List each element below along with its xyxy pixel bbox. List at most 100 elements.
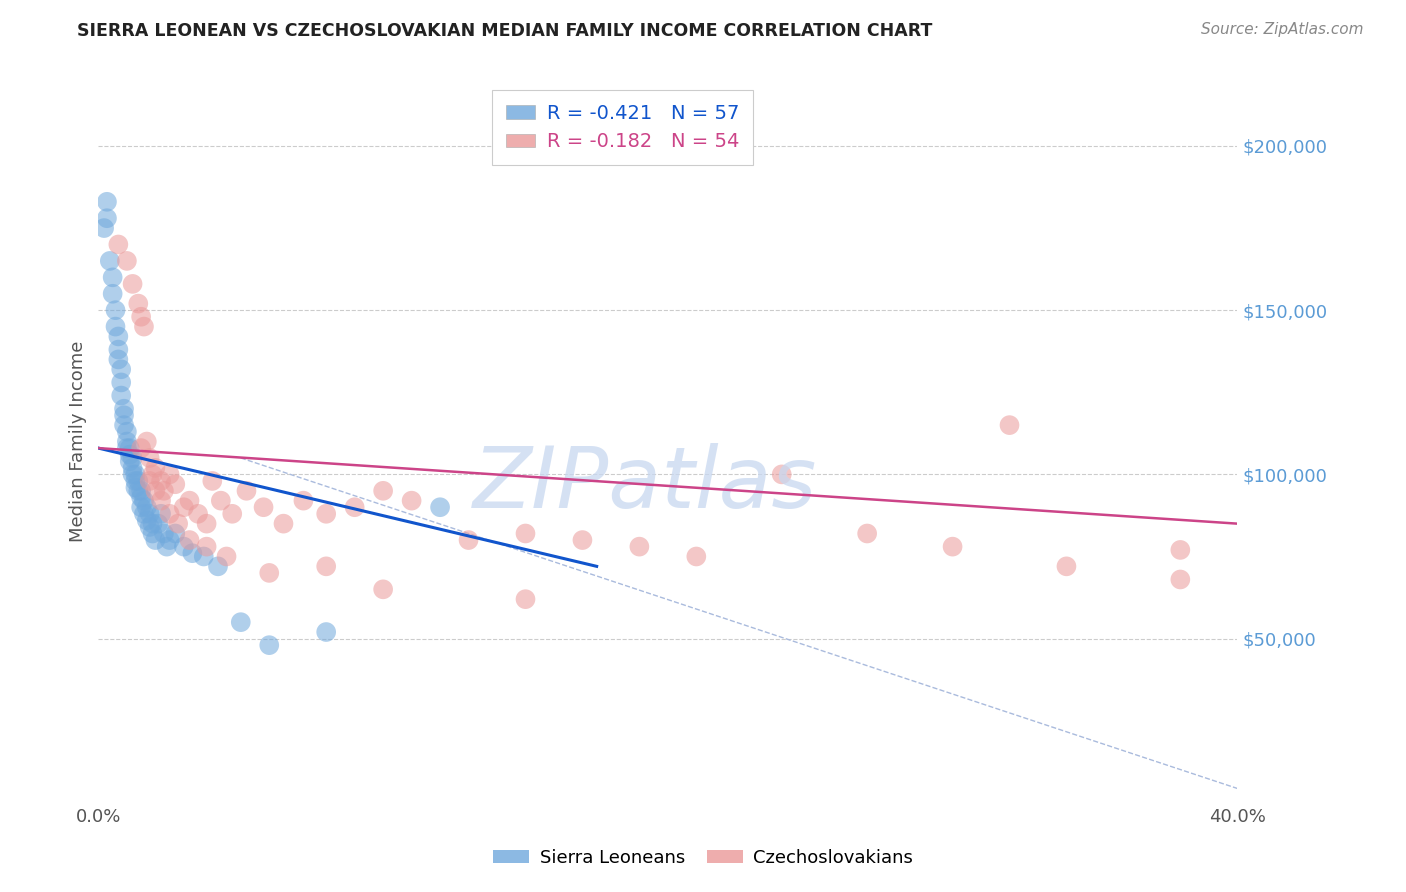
Point	[124, 481, 146, 495]
Point	[129, 310, 152, 324]
Point	[150, 493, 173, 508]
Point	[159, 533, 181, 547]
Point	[515, 592, 537, 607]
Point	[132, 493, 155, 508]
Point	[145, 533, 167, 547]
Point	[107, 237, 129, 252]
Point	[132, 319, 155, 334]
Point	[112, 401, 135, 416]
Point	[141, 526, 163, 541]
Point	[101, 270, 124, 285]
Point	[628, 540, 651, 554]
Point	[96, 194, 118, 209]
Point	[121, 460, 143, 475]
Point	[373, 483, 395, 498]
Point	[159, 467, 181, 482]
Y-axis label: Median Family Income: Median Family Income	[69, 341, 87, 542]
Point	[165, 477, 187, 491]
Text: SIERRA LEONEAN VS CZECHOSLOVAKIAN MEDIAN FAMILY INCOME CORRELATION CHART: SIERRA LEONEAN VS CZECHOSLOVAKIAN MEDIAN…	[77, 22, 932, 40]
Legend: Sierra Leoneans, Czechoslovakians: Sierra Leoneans, Czechoslovakians	[485, 842, 921, 874]
Point	[153, 526, 176, 541]
Point	[235, 483, 257, 498]
Point	[98, 253, 121, 268]
Point	[138, 474, 160, 488]
Point	[104, 319, 127, 334]
Point	[129, 491, 152, 505]
Point	[138, 450, 160, 465]
Point	[129, 483, 152, 498]
Point	[138, 520, 160, 534]
Point	[121, 277, 143, 291]
Point	[121, 467, 143, 482]
Point	[209, 493, 232, 508]
Point	[127, 474, 149, 488]
Point	[135, 500, 157, 515]
Point	[942, 540, 965, 554]
Point	[118, 448, 141, 462]
Point	[165, 526, 187, 541]
Point	[110, 388, 132, 402]
Point	[104, 303, 127, 318]
Point	[179, 493, 201, 508]
Point	[515, 526, 537, 541]
Point	[181, 546, 204, 560]
Point	[173, 500, 195, 515]
Point	[115, 253, 138, 268]
Legend: R = -0.421   N = 57, R = -0.182   N = 54: R = -0.421 N = 57, R = -0.182 N = 54	[492, 90, 752, 165]
Point	[150, 507, 173, 521]
Point	[315, 625, 337, 640]
Point	[1056, 559, 1078, 574]
Point	[252, 500, 274, 515]
Point	[221, 507, 243, 521]
Point	[229, 615, 252, 630]
Point	[112, 409, 135, 423]
Point	[159, 507, 181, 521]
Point	[110, 376, 132, 390]
Point	[129, 441, 152, 455]
Point	[193, 549, 215, 564]
Point	[179, 533, 201, 547]
Point	[153, 483, 176, 498]
Point	[1170, 542, 1192, 557]
Point	[343, 500, 366, 515]
Point	[201, 474, 224, 488]
Point	[207, 559, 229, 574]
Point	[145, 483, 167, 498]
Point	[141, 467, 163, 482]
Text: Source: ZipAtlas.com: Source: ZipAtlas.com	[1201, 22, 1364, 37]
Point	[124, 474, 146, 488]
Text: ZIPatlas: ZIPatlas	[472, 443, 817, 526]
Point	[121, 450, 143, 465]
Point	[141, 516, 163, 531]
Point	[571, 533, 593, 547]
Point	[167, 516, 190, 531]
Point	[259, 638, 281, 652]
Point	[187, 507, 209, 521]
Point	[315, 559, 337, 574]
Point	[135, 513, 157, 527]
Point	[115, 425, 138, 439]
Point	[118, 454, 141, 468]
Point	[145, 460, 167, 475]
Point	[259, 566, 281, 580]
Point	[373, 582, 395, 597]
Point	[856, 526, 879, 541]
Point	[115, 441, 138, 455]
Point	[401, 493, 423, 508]
Point	[132, 507, 155, 521]
Point	[292, 493, 315, 508]
Point	[112, 418, 135, 433]
Point	[315, 507, 337, 521]
Point	[124, 467, 146, 482]
Point	[110, 362, 132, 376]
Point	[195, 540, 218, 554]
Point	[156, 540, 179, 554]
Point	[770, 467, 793, 482]
Point	[107, 352, 129, 367]
Point	[273, 516, 295, 531]
Point	[101, 286, 124, 301]
Point	[148, 516, 170, 531]
Point	[118, 441, 141, 455]
Point	[129, 500, 152, 515]
Point	[127, 296, 149, 310]
